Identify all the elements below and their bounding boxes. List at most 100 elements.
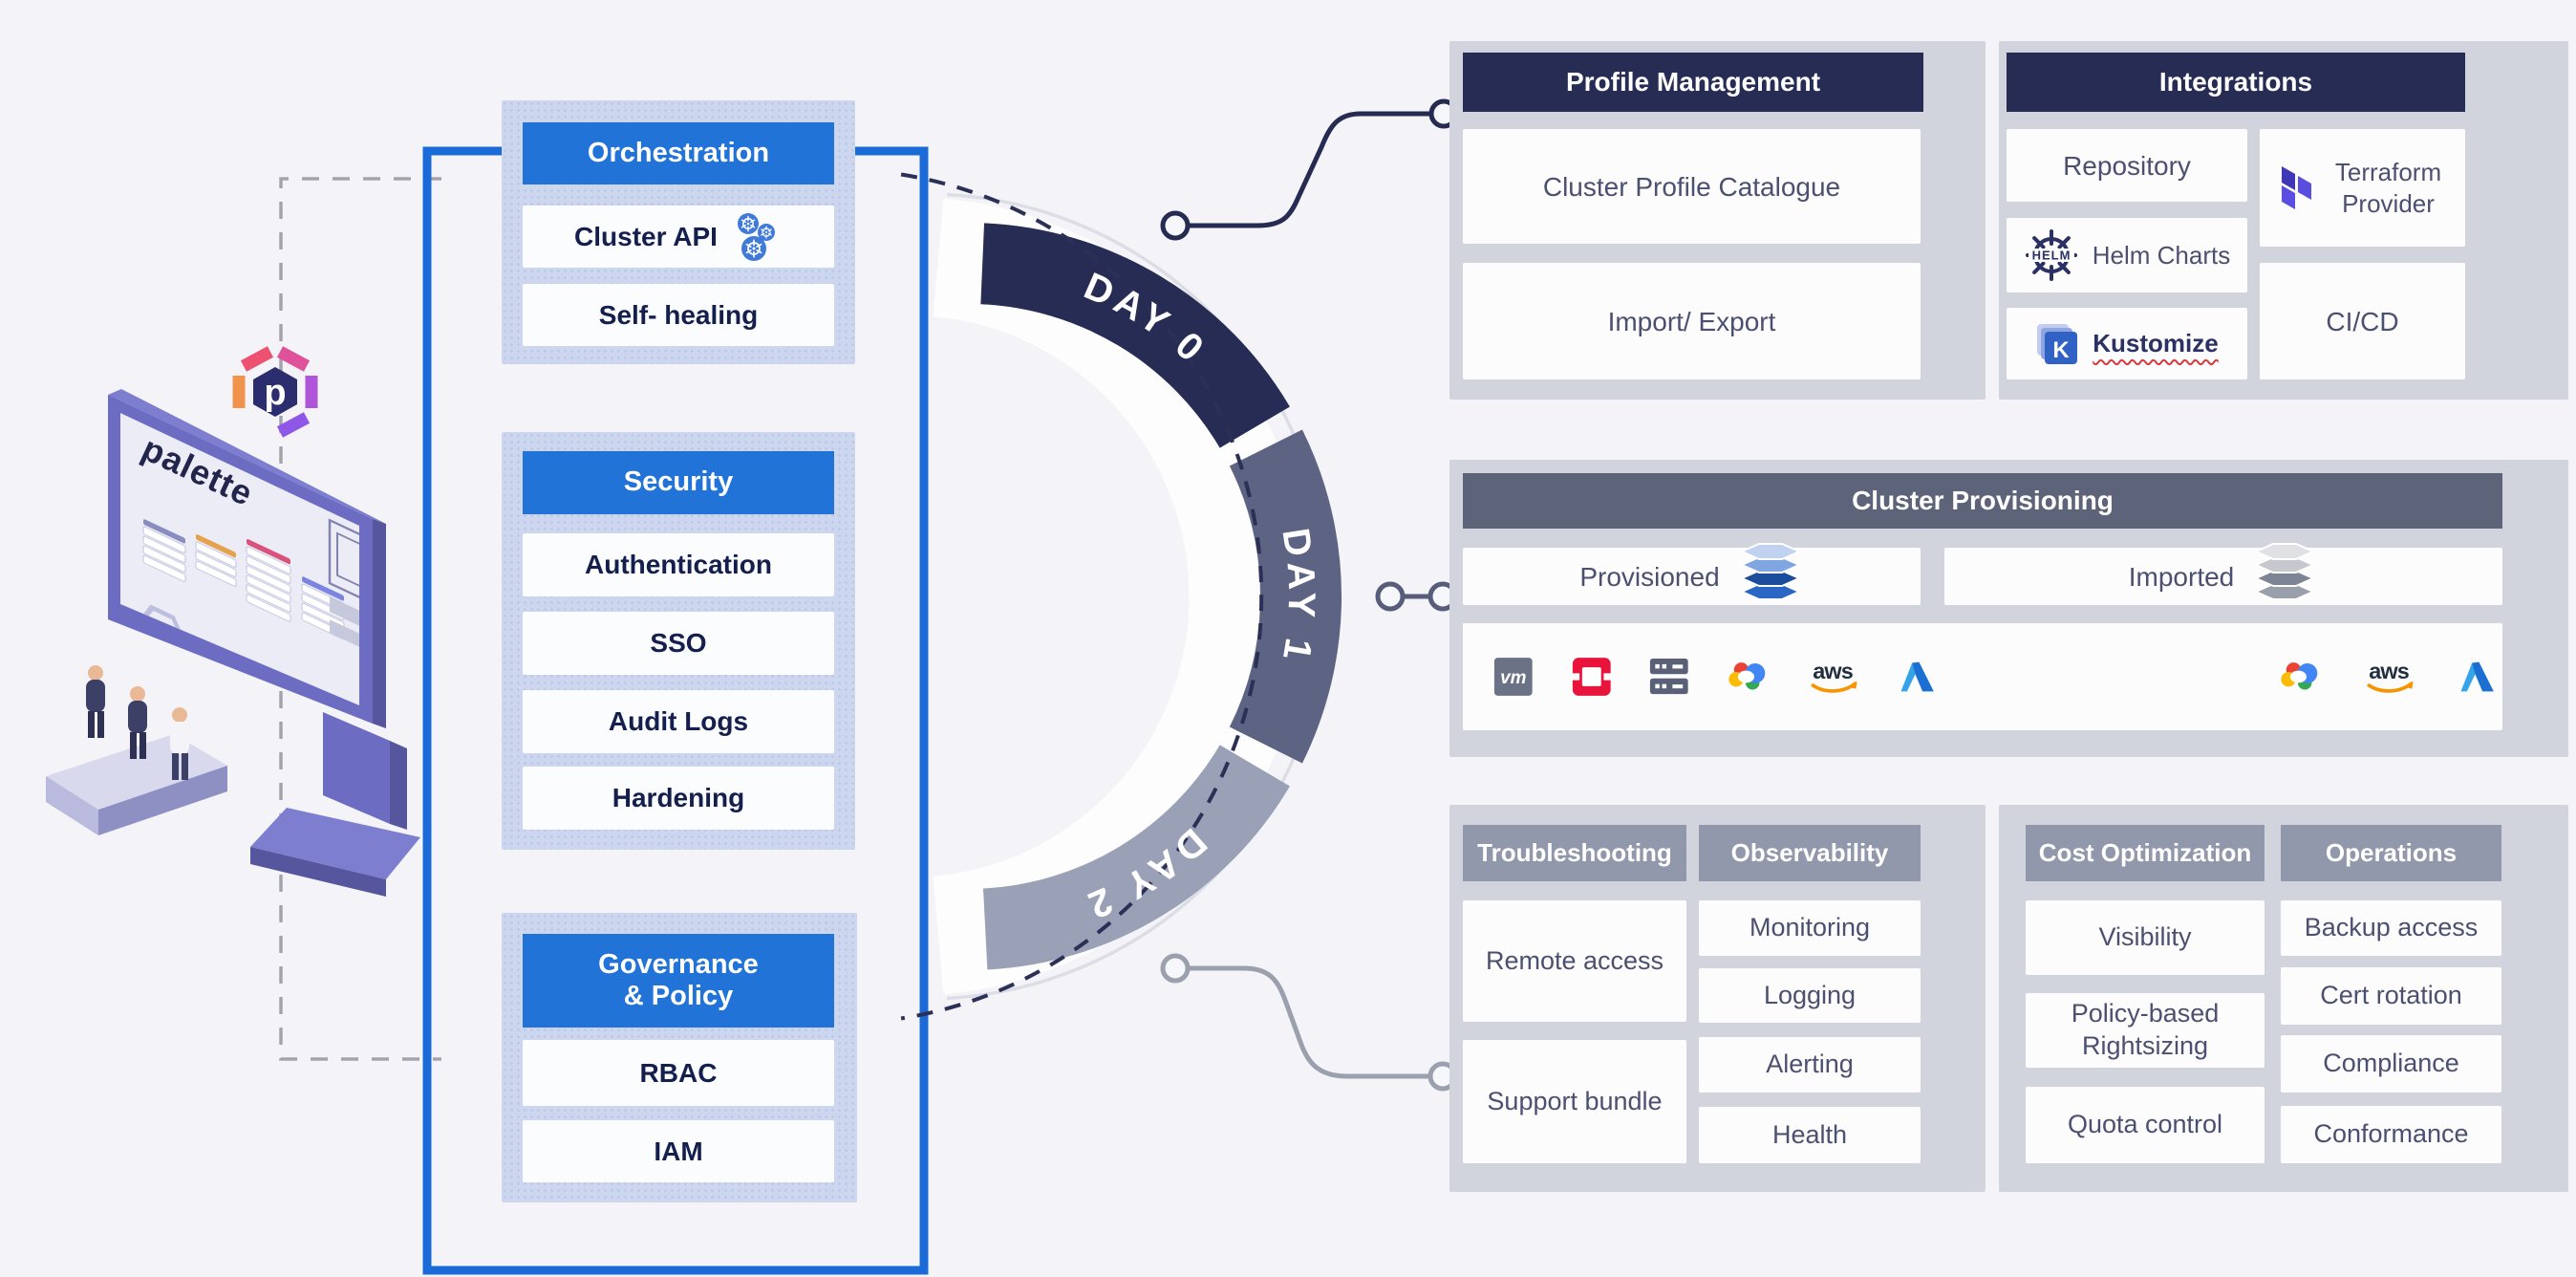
kustomize-label: Kustomize bbox=[2093, 329, 2219, 358]
aws-icon: aws bbox=[1811, 659, 1857, 693]
integrations-header: Integrations bbox=[2007, 53, 2465, 112]
card-monitoring: Monitoring bbox=[1699, 900, 1921, 956]
governance-title-line1: Governance bbox=[598, 948, 759, 980]
conformance-label: Conformance bbox=[2313, 1119, 2469, 1149]
providers-strip: vm bbox=[1463, 623, 2502, 730]
google-cloud-icon bbox=[1728, 662, 1765, 690]
day2-right-panel: Cost Optimization Visibility Policy-base… bbox=[1999, 805, 2568, 1192]
vmware-label: vm bbox=[1500, 668, 1527, 688]
kubernetes-cluster-icon bbox=[737, 212, 775, 261]
card-visibility: Visibility bbox=[2026, 900, 2265, 975]
card-provisioned: Provisioned bbox=[1463, 543, 1921, 605]
palette-logo-letter: p bbox=[264, 373, 286, 413]
logging-label: Logging bbox=[1763, 980, 1857, 1009]
dashed-orbit bbox=[900, 172, 1264, 1021]
card-compliance: Compliance bbox=[2281, 1035, 2501, 1093]
provisioned-label: Provisioned bbox=[1579, 561, 1720, 592]
azure-icon bbox=[1900, 661, 1934, 692]
security-panel: Security Authentication SSO Audit Logs H… bbox=[502, 432, 855, 850]
item-self-healing: Self- healing bbox=[523, 284, 834, 346]
day1-label: DAY 1 bbox=[1274, 526, 1318, 668]
provisioned-stack-icon bbox=[1739, 543, 1802, 600]
remote-access-label: Remote access bbox=[1485, 945, 1664, 975]
card-alerting: Alerting bbox=[1699, 1037, 1921, 1093]
terraform-provider-label: Terraform Provider bbox=[2334, 158, 2442, 218]
quota-control-label: Quota control bbox=[2067, 1110, 2223, 1139]
card-quota-control: Quota control bbox=[2026, 1087, 2265, 1163]
day1-arc bbox=[1229, 429, 1342, 764]
kustomize-icon: K bbox=[2037, 323, 2078, 364]
bare-metal-icon bbox=[1649, 659, 1688, 695]
orchestration-header: Orchestration bbox=[523, 122, 834, 184]
governance-panel: Governance & Policy RBAC IAM bbox=[502, 913, 857, 1202]
cluster-provisioning-header: Cluster Provisioning bbox=[1463, 473, 2502, 529]
policy-rightsizing-label: Policy-based Rightsizing bbox=[2071, 999, 2220, 1060]
item-cluster-api: Cluster API bbox=[523, 206, 834, 268]
card-remote-access: Remote access bbox=[1463, 900, 1686, 1022]
iam-label: IAM bbox=[654, 1136, 703, 1166]
card-health: Health bbox=[1699, 1107, 1921, 1163]
observability-header: Observability bbox=[1699, 825, 1921, 881]
item-sso: SSO bbox=[523, 612, 834, 675]
card-cert-rotation: Cert rotation bbox=[2281, 967, 2501, 1025]
integrations-panel: Integrations Repository HELM Helm Chart bbox=[1999, 41, 2568, 400]
helm-wordmark: HELM bbox=[2031, 249, 2071, 263]
person bbox=[170, 707, 189, 780]
card-backup-access: Backup access bbox=[2281, 900, 2501, 956]
hardening-label: Hardening bbox=[612, 783, 745, 812]
card-support-bundle: Support bundle bbox=[1463, 1040, 1686, 1163]
alerting-label: Alerting bbox=[1766, 1050, 1854, 1079]
person bbox=[128, 686, 147, 759]
card-repository: Repository bbox=[2007, 129, 2247, 202]
imported-stack-icon bbox=[2253, 543, 2316, 600]
card-conformance: Conformance bbox=[2281, 1106, 2501, 1163]
kustomize-icon-letter: K bbox=[2053, 337, 2071, 363]
day0-arc bbox=[979, 223, 1290, 449]
azure-icon bbox=[2460, 661, 2495, 692]
cost-optimization-header: Cost Optimization bbox=[2026, 825, 2265, 881]
card-policy-rightsizing: Policy-based Rightsizing bbox=[2026, 993, 2265, 1068]
cluster-api-label: Cluster API bbox=[574, 221, 718, 251]
card-cicd: CI/CD bbox=[2260, 263, 2465, 379]
security-header: Security bbox=[523, 451, 834, 514]
google-cloud-icon bbox=[2281, 662, 2318, 690]
cert-rotation-label: Cert rotation bbox=[2320, 981, 2462, 1010]
cluster-profile-catalogue-label: Cluster Profile Catalogue bbox=[1542, 171, 1841, 202]
card-helm-charts: HELM Helm Charts bbox=[2007, 218, 2247, 292]
card-cluster-profile-catalogue: Cluster Profile Catalogue bbox=[1463, 129, 1921, 244]
import-export-label: Import/ Export bbox=[1607, 306, 1776, 336]
palette-logo-icon: p bbox=[232, 346, 318, 438]
self-healing-label: Self- healing bbox=[598, 299, 759, 330]
day2-left-panel: Troubleshooting Remote access Support bu… bbox=[1449, 805, 1986, 1192]
operations-header: Operations bbox=[2281, 825, 2501, 881]
troubleshooting-header: Troubleshooting bbox=[1463, 825, 1686, 881]
card-logging: Logging bbox=[1699, 968, 1921, 1023]
monitor bbox=[108, 389, 420, 897]
authentication-label: Authentication bbox=[585, 550, 772, 579]
monitoring-label: Monitoring bbox=[1749, 913, 1871, 942]
connector-day2-operations bbox=[1160, 953, 1458, 1092]
aws-icon: aws bbox=[2367, 659, 2414, 693]
repository-label: Repository bbox=[2063, 150, 2191, 181]
item-iam: IAM bbox=[523, 1120, 834, 1182]
aws-wordmark: aws bbox=[1813, 659, 1854, 683]
imported-label: Imported bbox=[2128, 561, 2235, 592]
visibility-label: Visibility bbox=[2098, 922, 2192, 952]
lifecycle-ring: DAY 0 DAY 1 DAY 2 bbox=[900, 172, 1342, 1021]
item-rbac: RBAC bbox=[523, 1040, 834, 1106]
item-authentication: Authentication bbox=[523, 533, 834, 596]
governance-header: Governance & Policy bbox=[523, 934, 834, 1028]
aws-wordmark: aws bbox=[2370, 659, 2411, 683]
palette-monitor-illustration: palette bbox=[46, 346, 420, 897]
orchestration-panel: Orchestration Cluster API Self- healing bbox=[502, 100, 855, 364]
connector-day0-profile-management bbox=[1160, 98, 1459, 241]
openstack-icon bbox=[1571, 658, 1612, 696]
item-hardening: Hardening bbox=[523, 767, 834, 830]
compliance-label: Compliance bbox=[2323, 1049, 2459, 1078]
card-imported: Imported bbox=[1944, 543, 2502, 605]
helm-charts-label: Helm Charts bbox=[2092, 240, 2231, 270]
item-audit-logs: Audit Logs bbox=[523, 690, 834, 753]
cicd-label: CI/CD bbox=[2326, 306, 2399, 336]
